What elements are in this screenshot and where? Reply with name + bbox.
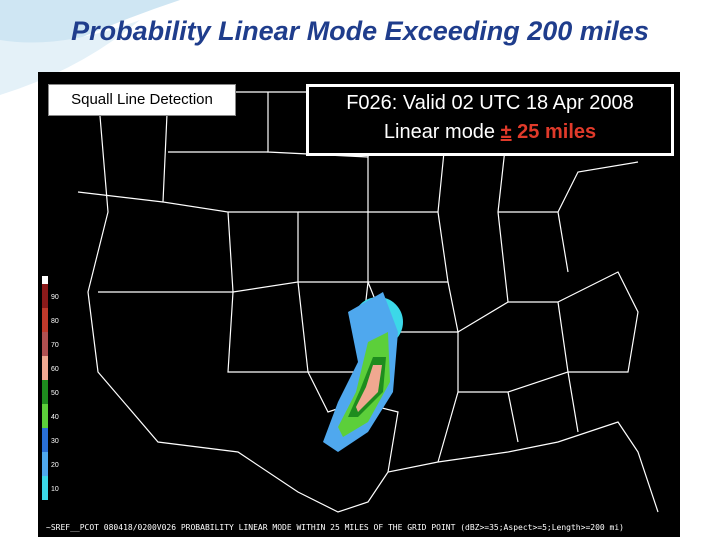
colorbar-label: 80 <box>51 318 59 325</box>
colorbar-label: 90 <box>51 294 59 301</box>
colorbar-label: 50 <box>51 390 59 397</box>
colorbar-label: 40 <box>51 414 59 421</box>
colorbar-segment <box>42 404 48 428</box>
colorbar-segment <box>42 428 48 452</box>
colorbar-label: 60 <box>51 366 59 373</box>
colorbar-top <box>42 276 48 284</box>
colorbar-segment <box>42 452 48 476</box>
colorbar-segment <box>42 284 48 308</box>
colorbar-label: 70 <box>51 342 59 349</box>
mode-emphasis: 25 miles <box>517 121 597 143</box>
mode-symbol: ± <box>500 121 512 143</box>
slide-title: Probability Linear Mode Exceeding 200 mi… <box>71 16 649 46</box>
colorbar-segment <box>42 356 48 380</box>
colorbar-segment <box>42 476 48 500</box>
colorbar-segment <box>42 332 48 356</box>
mode-prefix: Linear mode <box>383 121 496 143</box>
colorbar-label: 30 <box>51 438 59 445</box>
probability-field <box>323 292 403 452</box>
valid-line: F026: Valid 02 UTC 18 Apr 2008 <box>346 92 634 114</box>
map-caption: ~SREF__PCOT 080418/0200V026 PROBABILITY … <box>46 523 624 532</box>
colorbar-segment <box>42 380 48 404</box>
colorbar-label: 10 <box>51 486 59 493</box>
mode-line: Linear mode ± 25 miles <box>309 118 671 147</box>
colorbar-label: 20 <box>51 462 59 469</box>
valid-box: F026: Valid 02 UTC 18 Apr 2008 Linear mo… <box>306 84 674 156</box>
squall-label: Squall Line Detection <box>48 84 236 116</box>
colorbar-segment <box>42 308 48 332</box>
